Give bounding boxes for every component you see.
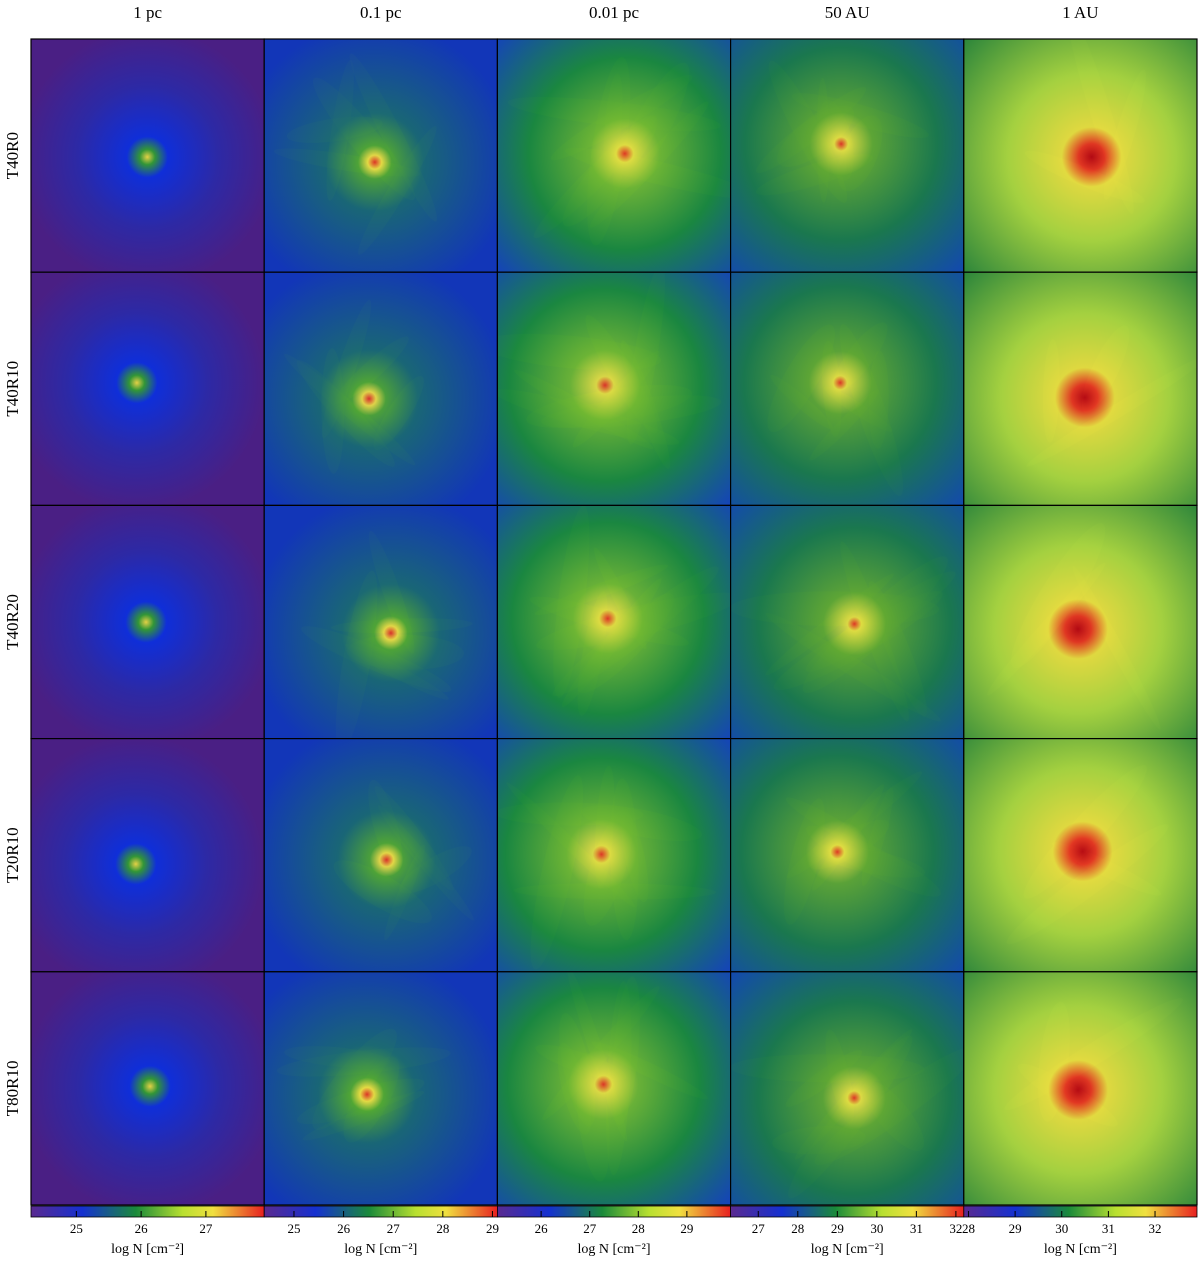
density-map (31, 39, 265, 273)
column-title: 1 AU (1062, 3, 1098, 22)
colorbar-tick-label: 26 (135, 1221, 149, 1236)
density-map (31, 738, 265, 972)
colorbar-tick-label: 28 (436, 1221, 449, 1236)
density-map (730, 505, 964, 739)
density-map (264, 505, 498, 739)
colorbar-tick-label: 25 (70, 1221, 83, 1236)
colorbar-tick-label: 29 (1009, 1221, 1022, 1236)
colorbar-tick-label: 28 (632, 1221, 645, 1236)
colorbar-tick-label: 31 (910, 1221, 923, 1236)
image-panel (730, 505, 964, 739)
colorbar-tick-label: 26 (337, 1221, 351, 1236)
colorbar-tick-label: 30 (1055, 1221, 1068, 1236)
colorbar-label: log N [cm⁻²] (577, 1242, 650, 1257)
image-panel (963, 738, 1197, 972)
image-panel (264, 39, 498, 273)
density-map (730, 272, 964, 506)
colorbar-tick-label: 27 (199, 1221, 213, 1236)
image-panel (497, 971, 731, 1205)
colorbar-tick-label: 29 (831, 1221, 844, 1236)
image-panel (963, 971, 1197, 1205)
colorbar-tick-label: 31 (1102, 1221, 1115, 1236)
density-map (264, 272, 498, 506)
image-panel (730, 971, 964, 1205)
colorbar-tick-label: 30 (870, 1221, 883, 1236)
column-title: 0.01 pc (589, 3, 640, 22)
image-panel (31, 738, 265, 972)
density-map (963, 272, 1197, 506)
colorbar-tick-label: 32 (949, 1221, 962, 1236)
row-label: T80R10 (3, 1061, 22, 1117)
colorbar (730, 1205, 965, 1218)
density-map (730, 971, 964, 1205)
colorbar-label: log N [cm⁻²] (344, 1242, 417, 1257)
image-panel (31, 39, 265, 273)
column-title: 1 pc (133, 3, 162, 22)
colorbar-label: log N [cm⁻²] (111, 1242, 184, 1257)
density-map (497, 505, 731, 739)
density-map (31, 971, 265, 1205)
image-panel (497, 738, 731, 972)
density-map (963, 738, 1197, 972)
column-title: 50 AU (825, 3, 870, 22)
density-map (497, 738, 731, 972)
image-panel (730, 39, 964, 273)
density-map (963, 505, 1197, 739)
colorbar-tick-label: 28 (791, 1221, 804, 1236)
density-map (730, 39, 964, 273)
colorbar-tick-label: 32 (1149, 1221, 1162, 1236)
image-panel (730, 738, 964, 972)
density-map (730, 738, 964, 972)
density-map (497, 971, 731, 1205)
colorbar (963, 1205, 1198, 1218)
colorbar (263, 1205, 498, 1218)
image-panel (31, 971, 265, 1205)
density-map (963, 971, 1197, 1205)
image-panel (264, 272, 498, 506)
colorbar (30, 1205, 265, 1218)
colorbar-tick-label: 25 (287, 1221, 300, 1236)
panel-frame (963, 971, 1198, 1206)
image-panel (31, 505, 265, 739)
column-title: 0.1 pc (360, 3, 402, 22)
colorbar-tick-label: 27 (752, 1221, 766, 1236)
colorbar-tick-label: 26 (535, 1221, 549, 1236)
image-panel (264, 971, 498, 1205)
colorbar-label: log N [cm⁻²] (1044, 1242, 1117, 1257)
image-panel (963, 505, 1197, 739)
density-map (264, 971, 498, 1205)
image-panel (497, 505, 731, 739)
colorbar-tick-label: 27 (387, 1221, 401, 1236)
density-map (31, 272, 265, 506)
image-panel (963, 272, 1197, 506)
colorbar-label: log N [cm⁻²] (811, 1242, 884, 1257)
density-map (497, 39, 731, 273)
row-label: T40R20 (3, 594, 22, 650)
density-map (963, 39, 1197, 273)
colorbar-tick-label: 27 (583, 1221, 597, 1236)
row-label: T40R0 (3, 132, 22, 179)
row-label: T40R10 (3, 361, 22, 417)
density-map (264, 39, 498, 273)
image-panel (963, 39, 1197, 273)
image-panel (31, 272, 265, 506)
row-label: T20R10 (3, 827, 22, 883)
colorbar (496, 1205, 731, 1218)
image-panel (264, 505, 498, 739)
density-map (497, 272, 731, 506)
image-panel (264, 738, 498, 972)
image-panel (497, 272, 731, 506)
density-map (264, 738, 498, 972)
colorbar-tick-label: 28 (962, 1221, 975, 1236)
image-panel (730, 272, 964, 506)
image-panel (497, 39, 731, 273)
colorbar-tick-label: 29 (680, 1221, 693, 1236)
density-map (31, 505, 265, 739)
colorbar-tick-label: 29 (486, 1221, 499, 1236)
